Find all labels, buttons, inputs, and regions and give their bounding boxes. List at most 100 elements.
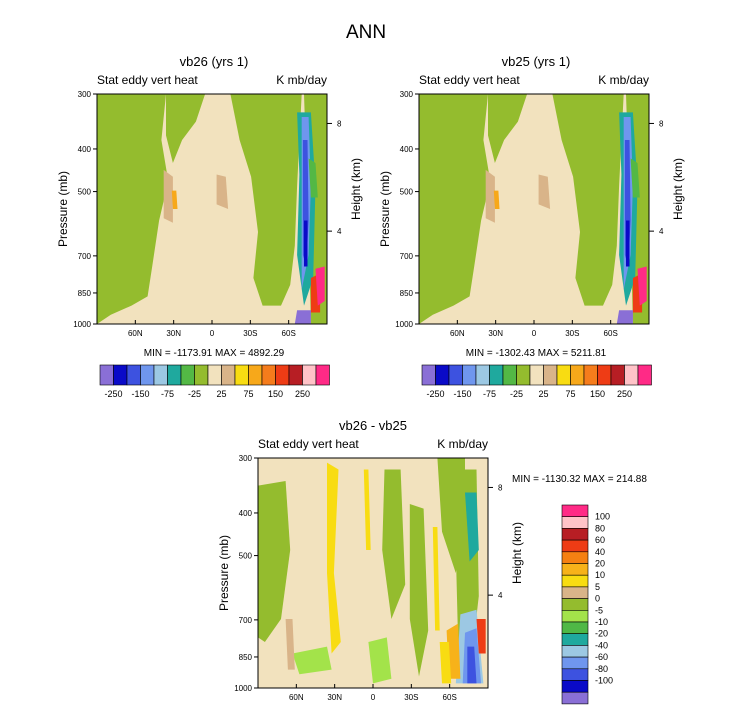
colorbar-swatch	[561, 680, 589, 693]
colorbar-swatch	[561, 598, 589, 611]
colorbar-label: -25	[510, 389, 523, 399]
colorbar-swatch	[570, 364, 585, 386]
colorbar-swatch	[529, 364, 544, 386]
colorbar-swatch	[234, 364, 249, 386]
x-tick-label: 0	[532, 329, 537, 338]
colorbar-swatch	[261, 364, 276, 386]
region-blue-dark	[304, 220, 308, 267]
colorbar-swatch	[435, 364, 450, 386]
region-tan-30n	[485, 169, 495, 223]
region-green-midlat	[488, 94, 528, 163]
y2-tick-label: 8	[337, 119, 342, 128]
panel-vb26: vb26 (yrs 1) Stat eddy vert heat K mb/da…	[56, 54, 363, 399]
colorbar-swatch	[194, 364, 209, 386]
colorbar-label: -80	[595, 664, 608, 674]
colorbar-label: 150	[268, 389, 283, 399]
x-tick-label: 30N	[327, 693, 342, 702]
colorbar-swatch	[561, 504, 589, 517]
y-tick-label: 700	[400, 252, 414, 261]
x-tick-label: 0	[210, 329, 215, 338]
colorbar-swatch	[561, 551, 589, 564]
x-tick-label: 60S	[443, 693, 457, 702]
colorbar-swatch	[516, 364, 531, 386]
y-tick-label: 500	[400, 188, 414, 197]
panel-title: vb25 (yrs 1)	[502, 54, 571, 69]
y-tick-label: 400	[78, 145, 92, 154]
region-green-north	[258, 481, 291, 642]
colorbar-swatch	[561, 586, 589, 599]
colorbar-swatch	[561, 574, 589, 588]
colorbar-swatch	[561, 668, 589, 681]
colorbar-label: 250	[295, 389, 310, 399]
colorbar-swatch	[207, 364, 222, 386]
panel-left-label: Stat eddy vert heat	[258, 437, 359, 451]
colorbar-label: -75	[161, 389, 174, 399]
region-green-midlat	[382, 469, 406, 619]
colorbar-label: 80	[595, 523, 605, 533]
region-green-south	[552, 94, 624, 306]
colorbar-swatch	[180, 364, 195, 386]
region-purple-surface	[616, 310, 633, 324]
x-tick-label: 0	[371, 693, 376, 702]
colorbar-swatch	[315, 364, 330, 386]
panel-units-label: K mb/day	[598, 73, 649, 87]
y-tick-label: 300	[239, 454, 253, 463]
y2-tick-label: 4	[659, 227, 664, 236]
colorbar-label: -60	[595, 652, 608, 662]
colorbar-label: -20	[595, 629, 608, 639]
y-tick-label: 700	[78, 252, 92, 261]
colorbar-label: -100	[595, 676, 613, 686]
y2-axis-label: Height (km)	[349, 158, 363, 220]
panel-title: vb26 (yrs 1)	[180, 54, 249, 69]
x-tick-label: 60N	[289, 693, 304, 702]
colorbar-swatch	[561, 633, 589, 646]
colorbar-label: 25	[216, 389, 226, 399]
y-tick-label: 850	[239, 653, 253, 662]
y2-tick-label: 8	[659, 119, 664, 128]
colorbar-swatch	[597, 364, 612, 386]
colorbar-swatch	[167, 364, 182, 386]
colorbar-swatch	[561, 528, 589, 541]
x-tick-label: 30N	[488, 329, 503, 338]
region-tan-30n	[163, 169, 173, 223]
colorbar-swatch	[583, 364, 598, 386]
x-tick-label: 30S	[404, 693, 418, 702]
colorbar-label: 25	[538, 389, 548, 399]
region-lime	[292, 646, 332, 675]
region-pink-surface	[315, 266, 325, 306]
region-tan-north	[285, 619, 295, 670]
panel-min-max: MIN = -1130.32 MAX = 214.88	[512, 474, 647, 485]
region-yellow-60s	[432, 527, 440, 631]
colorbar-swatch	[475, 364, 490, 386]
plot-area	[419, 94, 649, 324]
y2-axis-label: Height (km)	[510, 522, 524, 584]
colorbar-swatch	[221, 364, 236, 386]
y-tick-label: 700	[239, 616, 253, 625]
panel-difference: vb26 - vb25 Stat eddy vert heat K mb/day…	[217, 418, 647, 705]
region-green-south	[230, 94, 302, 306]
colorbar-swatch	[288, 364, 303, 386]
plot-area	[258, 458, 488, 688]
colorbar-swatch	[99, 364, 114, 386]
colorbar-label: 75	[243, 389, 253, 399]
colorbar-swatch	[561, 563, 589, 576]
colorbar-label: -25	[188, 389, 201, 399]
colorbar-label: 5	[595, 582, 600, 592]
y-tick-label: 850	[78, 289, 92, 298]
colorbar-swatch	[113, 364, 128, 386]
colorbar-label: 75	[565, 389, 575, 399]
region-orange-core	[493, 190, 500, 209]
region-yellow-eq	[363, 469, 371, 550]
region-green-north	[419, 94, 491, 324]
colorbar-label: -40	[595, 640, 608, 650]
x-tick-label: 30S	[243, 329, 257, 338]
panel-min-max: MIN = -1302.43 MAX = 5211.81	[466, 348, 607, 359]
region-blue	[467, 646, 477, 684]
colorbar-swatch	[248, 364, 263, 386]
panel-vb25: vb25 (yrs 1) Stat eddy vert heat K mb/da…	[378, 54, 685, 399]
colorbar-swatch	[561, 539, 589, 553]
region-purple-surface	[294, 310, 311, 324]
region-green-north	[97, 94, 169, 324]
figure-title: ANN	[346, 22, 386, 43]
